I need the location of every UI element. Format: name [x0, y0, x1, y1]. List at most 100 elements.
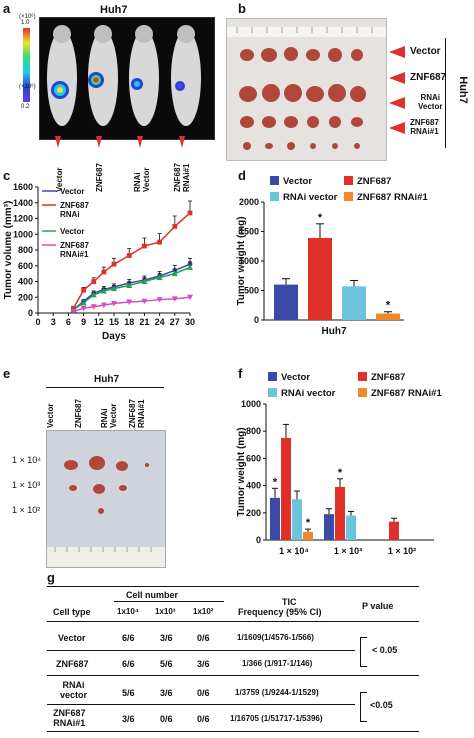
c-point: [100, 287, 107, 294]
tumor-photo-graphic: [227, 27, 386, 150]
c-ytick-label: 800: [18, 245, 33, 255]
f-bar: [335, 486, 345, 540]
row-znf687-rnai1-1e4: 3/6: [122, 714, 135, 724]
f-legend-label: ZNF687 RNAi#1: [371, 388, 442, 399]
panel-b-letter: b: [238, 1, 246, 16]
colony-row-1e4: 1 × 10⁴: [12, 455, 42, 465]
f-ytick-label: 400: [246, 481, 261, 491]
panel-c-letter: c: [3, 168, 11, 183]
d-bar: [376, 313, 400, 320]
row-vector-type: Vector: [58, 633, 86, 643]
colony-photo-graphic: [47, 456, 165, 567]
row-znf687-rnai1-type: ZNF687 RNAi#1: [53, 708, 86, 728]
header-frequency: Frequency (95% CI): [238, 607, 322, 617]
c-legend-label: Vector: [60, 227, 84, 236]
header-1e3: 1x10³: [155, 607, 176, 616]
c-xtick-label: 9: [81, 317, 86, 327]
panel-a-arrows: [55, 136, 185, 148]
row-znf687-1e3: 5/6: [160, 659, 173, 669]
row-vector-1e2: 0/6: [197, 633, 210, 643]
c-point: [111, 285, 117, 292]
f-significance-mark: *: [273, 476, 278, 488]
c-point: [187, 264, 193, 270]
scale-top-unit: (×10⁶): [19, 14, 36, 20]
d-legend-label: ZNF687: [357, 176, 391, 187]
c-xtick-label: 12: [94, 317, 104, 327]
d-y-axis-label: Tumor weight (mg): [236, 216, 247, 305]
f-legend-label: RNAi vector: [281, 388, 336, 399]
c-legend-label: RNAi: [60, 210, 80, 219]
f-y-axis-label: Tumor weight (mg): [236, 427, 247, 516]
c-point: [90, 291, 97, 298]
panel-e-title: Huh7: [94, 374, 119, 385]
c-x-axis-label: Days: [102, 331, 126, 342]
c-legend-label: ZNF687: [60, 241, 89, 250]
row-rnai-vector-1e4: 5/6: [122, 688, 135, 698]
header-tic: TIC: [282, 597, 297, 607]
c-ytick-label: 1400: [13, 198, 33, 208]
c-point: [156, 274, 163, 281]
row-vector-freq: 1/1609(1/4576-1/566): [237, 633, 314, 642]
color-scale-bar: [23, 28, 30, 102]
row-znf687-rnai1-1e2: 0/6: [197, 714, 210, 724]
c-point: [171, 270, 178, 277]
c-y-axis-label: Tumor volume (mm³): [3, 201, 14, 300]
c-point: [142, 243, 147, 249]
scale-top-value: 1.0: [21, 20, 30, 26]
row-rnai-vector-freq: 1/3759 (1/9244-1/1529): [235, 688, 319, 697]
row-znf687-rnai1-freq: 1/16705 (1/51717-1/5396): [230, 714, 323, 723]
row-vector-1e4: 6/6: [122, 633, 135, 643]
c-point: [157, 239, 162, 245]
colony-row-1e3: 1 × 10³: [12, 480, 41, 490]
c-point: [80, 305, 87, 312]
d-legend-swatch: [344, 176, 353, 185]
f-legend-label: ZNF687: [371, 372, 405, 383]
panel-g-letter: g: [47, 570, 55, 585]
table-bottom-rule: [47, 731, 419, 732]
row-1-rule: [47, 650, 355, 651]
d-bar: [342, 286, 366, 320]
c-ytick-label: 1600: [13, 182, 33, 192]
row-znf687-freq: 1/366 (1/917-1/146): [242, 659, 313, 668]
row-rnai-vector-type: RNAi vector: [60, 680, 88, 700]
f-bar: [270, 497, 280, 540]
row-rnai-vector-1e3: 3/6: [160, 688, 173, 698]
c-point: [100, 302, 107, 309]
c-legend-label: Vector: [60, 187, 84, 196]
c-ytick-label: 200: [18, 292, 33, 302]
header-bottom-rule: [47, 621, 419, 622]
p-bracket-1: [360, 637, 367, 667]
tumor-volume-line-chart: 0 200 400 600 800 1000 1200 1400 1600 0 3 6 9 12 15 18 2…: [3, 182, 195, 342]
c-xtick-label: 18: [124, 317, 134, 327]
d-bar: [308, 237, 332, 320]
f-bar: [303, 531, 313, 540]
panel-f-letter: f: [238, 366, 243, 381]
row-znf687-type: ZNF687: [56, 659, 89, 669]
tumor-row-vector: Vector: [410, 46, 441, 57]
tumor-row-znf687: ZNF687: [410, 72, 447, 83]
scale-bottom-unit: (×10⁶): [19, 84, 36, 90]
c-point: [141, 278, 148, 284]
c-series-line: [73, 296, 191, 313]
header-1e4: 1x10⁴: [117, 607, 139, 616]
d-legend-label: RNAi vector: [283, 192, 338, 203]
c-point: [126, 299, 133, 305]
f-ytick-label: 600: [246, 453, 261, 463]
c-xtick-label: 6: [66, 317, 71, 327]
d-legend-label: ZNF687 RNAi#1: [357, 192, 428, 203]
row-2-rule: [47, 675, 419, 676]
c-point: [156, 297, 163, 303]
p-bracket-2: [360, 692, 367, 722]
tumor-weight-bar-chart-d: 0 500 1000 1500 2000 Tumor weight (mg) Huh7 * * V…: [236, 176, 428, 337]
c-xtick-label: 27: [170, 317, 180, 327]
c-series-line: [72, 212, 191, 309]
scale-bottom-value: 0.2: [21, 104, 30, 110]
c-point: [172, 223, 178, 229]
d-significance-mark: *: [318, 212, 323, 224]
c-ytick-label: 1000: [13, 229, 33, 239]
d-legend-label: Vector: [283, 176, 312, 187]
c-ytick-label: 400: [18, 277, 33, 287]
d-x-axis-label: Huh7: [322, 326, 347, 337]
header-cell-number: Cell number: [126, 590, 179, 600]
